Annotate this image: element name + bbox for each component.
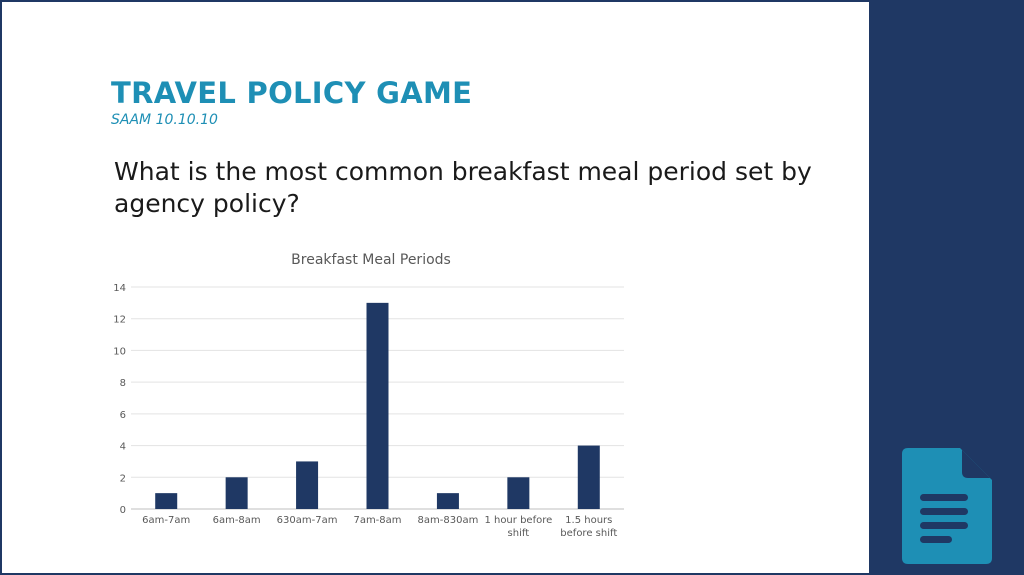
y-tick-label: 14 bbox=[113, 283, 126, 294]
x-axis-ticks: 6am-7am 6am-8am 630am-7am 7am-8am 8am-830am 1… bbox=[142, 515, 617, 539]
bar bbox=[225, 477, 248, 509]
x-tick-label: 7am-8am bbox=[353, 515, 401, 526]
question-text: What is the most common breakfast meal p… bbox=[114, 157, 812, 218]
x-tick-label: 630am-7am bbox=[277, 515, 338, 526]
bar bbox=[436, 493, 459, 509]
slide-subtitle: SAAM 10.10.10 bbox=[111, 112, 218, 128]
document-icon bbox=[902, 448, 992, 564]
y-tick-label: 4 bbox=[120, 442, 126, 453]
bar bbox=[155, 493, 178, 509]
x-tick-label: 1 hour before shift bbox=[484, 515, 552, 539]
bar bbox=[577, 445, 600, 509]
x-tick-label: 8am-830am bbox=[418, 515, 479, 526]
y-tick-label: 8 bbox=[120, 378, 126, 389]
x-tick-label: 6am-7am bbox=[142, 515, 190, 526]
x-tick-label: 6am-8am bbox=[213, 515, 261, 526]
chart-title: Breakfast Meal Periods bbox=[291, 252, 451, 268]
y-tick-label: 6 bbox=[120, 410, 126, 421]
y-tick-label: 0 bbox=[120, 505, 126, 516]
y-axis-ticks: 0 2 4 6 8 10 12 14 bbox=[113, 283, 126, 516]
bar bbox=[366, 302, 389, 509]
y-tick-label: 2 bbox=[120, 473, 126, 484]
slide-title: TRAVEL POLICY GAME bbox=[111, 76, 473, 110]
y-tick-label: 12 bbox=[113, 315, 126, 326]
x-tick-label: 1.5 hours before shift bbox=[560, 515, 617, 539]
bar bbox=[296, 461, 319, 509]
bar bbox=[507, 477, 530, 509]
bars bbox=[155, 302, 600, 509]
y-tick-label: 10 bbox=[113, 346, 126, 357]
